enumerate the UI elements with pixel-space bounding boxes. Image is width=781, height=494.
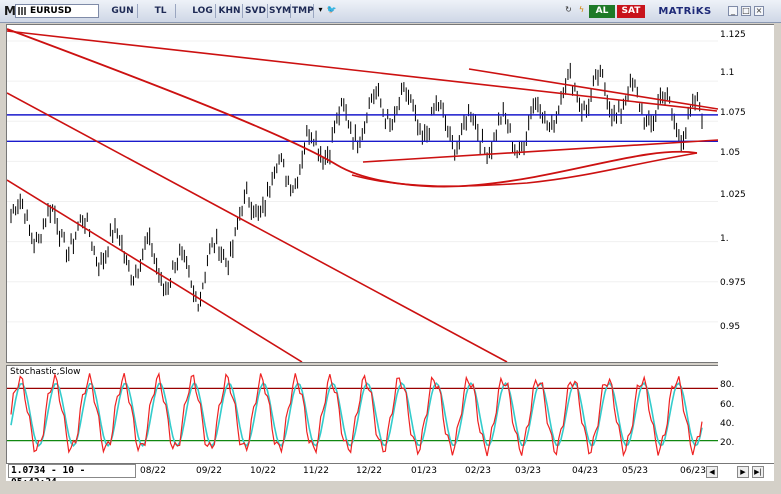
trendline (7, 30, 718, 112)
tmp-button[interactable]: TMP (292, 4, 314, 18)
price-tick: 1.025 (720, 190, 746, 200)
moving-average-mid (351, 152, 698, 188)
stoch-tick: 60. (720, 400, 735, 410)
stoch-tick: 40. (720, 419, 735, 429)
price-axis (718, 24, 774, 464)
trendline (7, 179, 303, 362)
price-tick: 1.125 (720, 30, 746, 40)
time-tick: 04/23 (572, 466, 598, 476)
buy-button[interactable]: AL (589, 5, 615, 18)
time-tick: 05/23 (622, 466, 648, 476)
menu-m-button[interactable]: M (4, 4, 16, 18)
period-gun-button[interactable]: GUN (108, 4, 138, 18)
time-tick: 01/23 (411, 466, 437, 476)
maximize-icon[interactable]: □ (741, 6, 751, 16)
close-icon[interactable]: × (754, 6, 764, 16)
price-tick: 1.1 (720, 68, 735, 78)
log-scale-button[interactable]: LOG (190, 4, 216, 18)
khn-button[interactable]: KHN (217, 4, 243, 18)
dropdown-arrow-icon[interactable]: ▾ (318, 5, 323, 14)
scroll-left-icon[interactable]: ◀ (706, 466, 718, 478)
price-tick: 1. (720, 234, 729, 244)
time-tick: 08/22 (140, 466, 166, 476)
stochastic-chart-svg (7, 371, 718, 458)
lightning-icon[interactable]: ϟ (578, 5, 585, 14)
symbol-input[interactable]: EURUSD (15, 4, 99, 18)
price-tick: 0.95 (720, 322, 741, 332)
time-tick: 10/22 (250, 466, 276, 476)
cursor-readout: 1.0734 - 10 - 05:42:24 (8, 464, 136, 488)
sell-button[interactable]: SAT (617, 5, 645, 18)
refresh-icon[interactable]: ↻ (565, 5, 572, 14)
brand-logo: MATRiKS (658, 6, 712, 17)
price-chart-svg (7, 28, 718, 362)
time-tick: 12/22 (356, 466, 382, 476)
stochastic-k-line (10, 371, 703, 458)
trendline (362, 139, 718, 163)
bottom-bar (0, 481, 781, 494)
scroll-end-icon[interactable]: ▶| (752, 466, 764, 478)
currency-tl-button[interactable]: TL (146, 4, 176, 18)
time-tick: 06/23 (680, 466, 706, 476)
trendline (7, 92, 508, 362)
symbol-grid-icon (18, 7, 26, 15)
trendline (468, 68, 718, 110)
symbol-value: EURUSD (30, 6, 72, 16)
price-chart-panel[interactable] (6, 24, 719, 363)
twitter-icon[interactable]: 🐦 (326, 5, 337, 14)
minimize-icon[interactable]: _ (728, 6, 738, 16)
sym-button[interactable]: SYM (269, 4, 291, 18)
stoch-tick: 80. (720, 380, 735, 390)
price-tick: 0.975 (720, 278, 746, 288)
time-axis (6, 463, 774, 482)
svd-button[interactable]: SVD (244, 4, 268, 18)
indicator-title: Stochastic,Slow (10, 367, 81, 377)
scroll-right-icon[interactable]: ▶ (737, 466, 749, 478)
stochastic-panel[interactable] (6, 365, 719, 464)
time-tick: 09/22 (196, 466, 222, 476)
moving-average-long (7, 28, 698, 188)
time-tick: 02/23 (465, 466, 491, 476)
time-tick: 11/22 (303, 466, 329, 476)
time-tick: 03/23 (515, 466, 541, 476)
price-tick: 1.05 (720, 148, 741, 158)
top-toolbar: M EURUSD GUN TL LOG KHN SVD SYM TMP ▾ 🐦 … (0, 0, 781, 23)
price-tick: 1.075 (720, 108, 746, 118)
stoch-tick: 20. (720, 438, 735, 448)
